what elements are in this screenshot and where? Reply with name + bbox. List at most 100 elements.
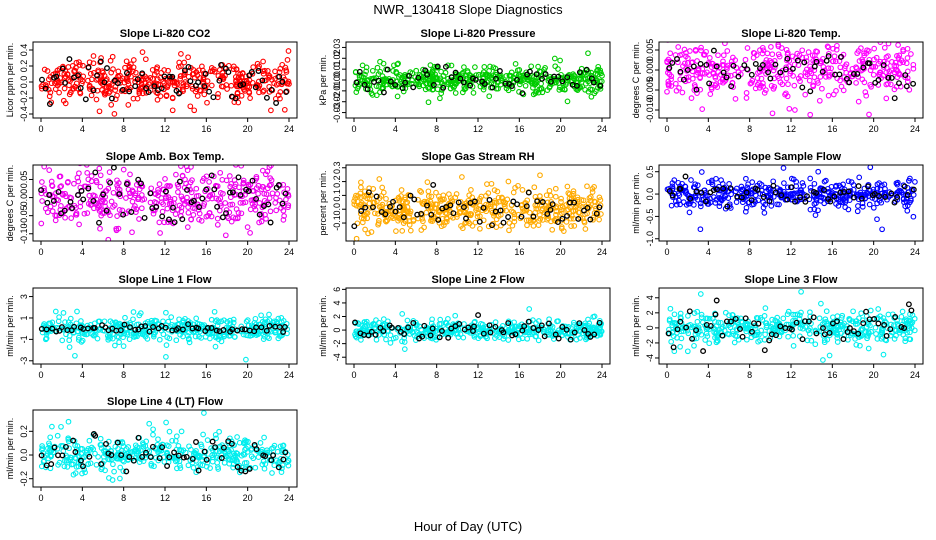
selected-point <box>866 60 873 67</box>
y-tick-label: -0.1 <box>332 215 342 231</box>
point <box>76 221 82 228</box>
data-points <box>352 50 605 106</box>
selected-point <box>470 75 476 82</box>
point <box>754 81 761 88</box>
point <box>47 449 54 455</box>
data-points <box>351 172 604 241</box>
point <box>484 335 490 342</box>
point <box>391 62 397 69</box>
point <box>560 228 567 234</box>
point <box>117 439 123 446</box>
selected-point <box>564 74 571 81</box>
point <box>590 216 596 223</box>
selected-point <box>666 65 673 71</box>
point <box>216 333 222 340</box>
point <box>371 75 377 82</box>
selected-point <box>216 77 223 84</box>
point <box>454 214 460 220</box>
selected-point <box>424 71 431 78</box>
selected-point <box>547 78 554 85</box>
selected-point <box>382 211 389 218</box>
y-tick-label: 0.1 <box>332 189 342 202</box>
selected-point <box>777 323 784 330</box>
point <box>491 203 498 210</box>
y-tick-label: 0.2 <box>19 60 29 73</box>
point <box>771 2 776 7</box>
point <box>207 335 213 342</box>
point <box>266 195 273 201</box>
selected-point <box>525 189 532 196</box>
point <box>433 189 439 196</box>
point <box>910 213 917 220</box>
point <box>887 81 894 88</box>
point <box>774 314 781 321</box>
point <box>748 80 755 86</box>
point <box>60 191 66 198</box>
y-tick-label: 2 <box>645 310 655 315</box>
point <box>864 47 870 54</box>
point <box>53 196 60 203</box>
point <box>757 190 764 197</box>
selected-point <box>697 60 704 67</box>
point <box>453 191 460 197</box>
selected-point <box>875 77 882 83</box>
selected-point <box>281 323 288 330</box>
point <box>698 169 705 175</box>
selected-point <box>677 68 684 75</box>
point <box>461 209 468 216</box>
selected-point <box>489 84 496 91</box>
point <box>874 336 881 342</box>
point <box>189 86 196 92</box>
point <box>129 229 135 236</box>
selected-point <box>850 71 857 77</box>
selected-point <box>518 213 525 220</box>
point <box>480 324 487 331</box>
selected-point <box>150 324 157 330</box>
point <box>796 320 803 327</box>
point <box>807 313 814 320</box>
point <box>680 199 687 205</box>
point <box>226 173 233 179</box>
point <box>169 454 176 461</box>
point <box>865 319 872 325</box>
x-tick-label: 24 <box>284 247 294 257</box>
point <box>255 190 261 197</box>
point <box>874 315 881 321</box>
point <box>362 71 368 78</box>
point <box>446 191 452 197</box>
point <box>731 339 738 346</box>
point <box>268 181 274 188</box>
point <box>551 55 558 62</box>
point <box>54 67 61 74</box>
point <box>516 81 523 88</box>
selected-point <box>875 320 882 327</box>
point <box>833 46 840 53</box>
point <box>121 79 128 86</box>
point <box>788 175 795 182</box>
point <box>428 320 435 327</box>
point <box>902 203 909 210</box>
selected-point <box>275 182 282 188</box>
point <box>373 336 380 343</box>
point <box>900 195 907 202</box>
point <box>96 327 103 333</box>
selected-point <box>888 190 895 197</box>
point <box>258 312 264 319</box>
point <box>178 428 185 435</box>
point <box>141 196 148 202</box>
point <box>742 208 749 215</box>
point <box>234 434 240 440</box>
selected-point <box>351 223 358 230</box>
point <box>528 63 535 70</box>
selected-point <box>837 53 844 60</box>
point <box>460 69 466 76</box>
selected-point <box>226 189 233 196</box>
point <box>483 73 490 79</box>
x-tick-label: 24 <box>284 124 294 134</box>
point <box>582 226 589 232</box>
point <box>135 196 141 203</box>
selected-point <box>773 332 779 339</box>
selected-point <box>903 83 910 90</box>
